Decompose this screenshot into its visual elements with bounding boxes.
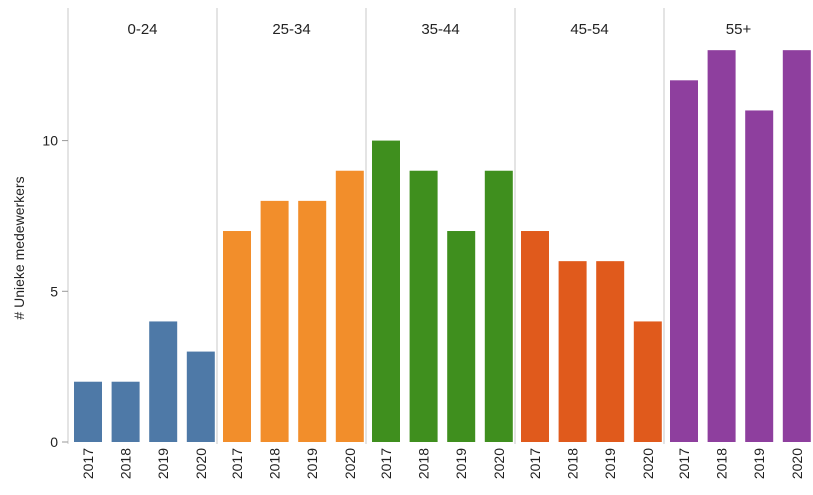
x-tick-label: 2020: [491, 448, 507, 479]
bar: [484, 170, 513, 442]
y-axis: 0 5 10: [42, 133, 68, 450]
bar: [74, 381, 102, 442]
x-tick-label: 2017: [378, 448, 394, 479]
x-tick-label: 2018: [565, 448, 581, 479]
bar: [111, 381, 140, 442]
bar: [596, 261, 625, 442]
panel-title: 0-24: [127, 21, 157, 38]
y-axis-title: # Unieke medewerkers: [11, 176, 27, 319]
bar: [558, 261, 587, 442]
bar: [633, 321, 662, 442]
panel-title: 35-44: [421, 21, 459, 38]
y-tick-label: 5: [50, 283, 58, 299]
x-tick-label: 2017: [527, 448, 543, 479]
panel-dividers: [67, 8, 665, 444]
x-tick-label: 2017: [80, 448, 96, 479]
x-tick-label: 2020: [789, 448, 805, 479]
x-tick-label: 2017: [676, 448, 692, 479]
bars: [74, 50, 811, 443]
panel-title: 55+: [726, 21, 752, 38]
x-tick-label: 2019: [453, 448, 469, 479]
bar: [149, 321, 178, 442]
x-tick-label: 2017: [229, 448, 245, 479]
y-tick-label: 10: [42, 133, 58, 149]
x-tick-label: 2018: [118, 448, 134, 479]
bar: [298, 200, 327, 442]
x-tick-label: 2020: [342, 448, 358, 479]
bar: [670, 80, 698, 442]
bar: [223, 231, 251, 442]
bar: [260, 200, 289, 442]
bar: [782, 50, 811, 443]
bar: [745, 110, 774, 442]
bar: [409, 170, 438, 442]
x-tick-label: 2019: [155, 448, 171, 479]
x-tick-label: 2018: [267, 448, 283, 479]
bar: [372, 140, 400, 442]
panel-titles: 0-24 25-34 35-44 45-54 55+: [127, 21, 751, 38]
bar: [521, 231, 549, 442]
panel-title: 25-34: [272, 21, 310, 38]
y-tick-label: 0: [50, 434, 58, 450]
x-tick-label: 2019: [304, 448, 320, 479]
bar: [335, 170, 364, 442]
bar: [707, 50, 736, 443]
bar: [186, 351, 215, 442]
x-tick-label: 2019: [751, 448, 767, 479]
x-axis-labels: 2017 2018 2019 2020 2017 2018 2019 2020 2017 2018…: [80, 448, 805, 479]
panel-title: 45-54: [570, 21, 608, 38]
x-tick-label: 2018: [416, 448, 432, 479]
x-tick-label: 2018: [714, 448, 730, 479]
x-tick-label: 2019: [602, 448, 618, 479]
bar: [447, 231, 476, 442]
x-tick-label: 2020: [640, 448, 656, 479]
x-tick-label: 2020: [193, 448, 209, 479]
